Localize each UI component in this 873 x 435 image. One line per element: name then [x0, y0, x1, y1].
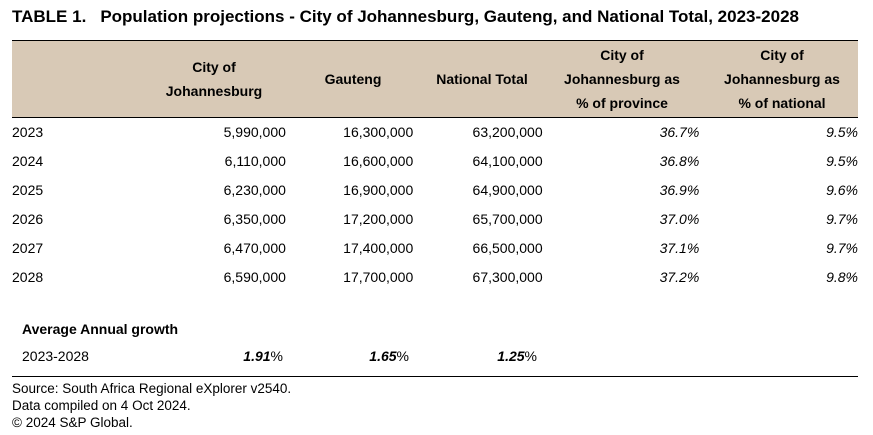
table-row: 2026 6,350,000 17,200,000 65,700,000 37.0% 9.…: [12, 204, 858, 233]
bottom-divider: [12, 376, 858, 377]
unit: %: [524, 348, 537, 364]
average-joburg-value: 1.91: [243, 348, 271, 364]
table-row: 2027 6,470,000 17,400,000 66,500,000 37.1% 9.…: [12, 233, 858, 262]
cell-gauteng: 17,200,000: [343, 210, 414, 227]
cell-year: 2026: [12, 210, 44, 227]
average-national-value: 1.25: [497, 348, 525, 364]
copyright-note: © 2024 S&P Global.: [12, 415, 133, 430]
header-line: Johannesburg: [165, 83, 263, 99]
table-row: 2023 5,990,000 16,300,000 63,200,000 36.7% 9.…: [12, 117, 858, 146]
cell-year: 2025: [12, 181, 44, 198]
unit: %: [396, 348, 409, 364]
compiled-note: Data compiled on 4 Oct 2024.: [12, 398, 191, 413]
average-period: 2023-2028: [22, 348, 89, 364]
cell-gauteng: 17,400,000: [343, 239, 414, 256]
cell-pct-national: 9.7%: [826, 210, 858, 227]
table-header: City of Johannesburg Gauteng National To…: [12, 40, 858, 118]
header-line: Johannesburg as: [724, 71, 840, 87]
table-row: 2028 6,590,000 17,700,000 67,300,000 37.2% 9.…: [12, 262, 858, 291]
header-line: Johannesburg as: [564, 71, 680, 87]
cell-national: 67,300,000: [472, 268, 543, 285]
cell-joburg: 6,110,000: [224, 152, 286, 169]
cell-joburg: 6,230,000: [223, 181, 286, 198]
cell-gauteng: 17,700,000: [343, 268, 414, 285]
data-table: 2023 5,990,000 16,300,000 63,200,000 36.7% 9.…: [12, 117, 858, 291]
average-growth-label: Average Annual growth: [22, 321, 179, 337]
header-pct-of-national: City of Johannesburg as % of national: [710, 43, 854, 115]
cell-pct-national: 9.7%: [826, 239, 858, 256]
average-gauteng: 1.65%: [320, 348, 409, 364]
header-line: City of: [600, 47, 644, 63]
cell-pct-national: 9.5%: [826, 123, 858, 140]
cell-year: 2027: [12, 239, 44, 256]
cell-joburg: 6,350,000: [223, 210, 286, 227]
cell-joburg: 5,990,000: [223, 123, 286, 140]
cell-pct-province: 36.7%: [659, 123, 700, 140]
cell-joburg: 6,590,000: [223, 268, 286, 285]
cell-joburg: 6,470,000: [223, 239, 286, 256]
header-city-of-johannesburg: City of Johannesburg: [152, 55, 276, 103]
average-joburg: 1.91%: [200, 348, 283, 364]
cell-national: 66,500,000: [472, 239, 543, 256]
unit: %: [270, 348, 283, 364]
table-row: 2024 6,110,000 16,600,000 64,100,000 36.8% 9.…: [12, 146, 858, 175]
table-title-text: Population projections - City of Johanne…: [100, 7, 799, 26]
header-line: City of: [760, 47, 804, 63]
cell-pct-national: 9.8%: [826, 268, 858, 285]
average-national: 1.25%: [440, 348, 537, 364]
cell-pct-province: 37.1%: [659, 239, 700, 256]
cell-pct-national: 9.5%: [826, 152, 858, 169]
cell-year: 2028: [12, 268, 44, 285]
table-footer: Source: South Africa Regional eXplorer v…: [12, 380, 291, 431]
cell-pct-province: 36.8%: [659, 152, 700, 169]
cell-pct-province: 37.0%: [659, 210, 700, 227]
source-note: Source: South Africa Regional eXplorer v…: [12, 381, 292, 396]
cell-gauteng: 16,300,000: [343, 123, 414, 140]
header-line: City of: [192, 59, 236, 75]
cell-pct-national: 9.6%: [826, 181, 858, 198]
header-gauteng: Gauteng: [324, 71, 382, 87]
cell-gauteng: 16,900,000: [343, 181, 414, 198]
cell-year: 2024: [12, 152, 44, 169]
cell-year: 2023: [12, 123, 44, 140]
header-national-total: National Total: [436, 71, 528, 87]
cell-national: 63,200,000: [472, 123, 543, 140]
cell-national: 65,700,000: [472, 210, 543, 227]
cell-gauteng: 16,600,000: [343, 152, 414, 169]
cell-pct-province: 36.9%: [659, 181, 700, 198]
average-gauteng-value: 1.65: [369, 348, 397, 364]
header-pct-of-province: City of Johannesburg as % of province: [552, 43, 692, 115]
cell-national: 64,900,000: [472, 181, 543, 198]
table-row: 2025 6,230,000 16,900,000 64,900,000 36.9% 9.…: [12, 175, 858, 204]
cell-national: 64,100,000: [472, 152, 543, 169]
header-line: % of national: [738, 95, 826, 111]
table-title: TABLE 1. Population projections - City of…: [12, 7, 872, 27]
header-line: % of province: [576, 95, 668, 111]
cell-pct-province: 37.2%: [659, 268, 700, 285]
table-number: TABLE 1.: [12, 7, 87, 26]
